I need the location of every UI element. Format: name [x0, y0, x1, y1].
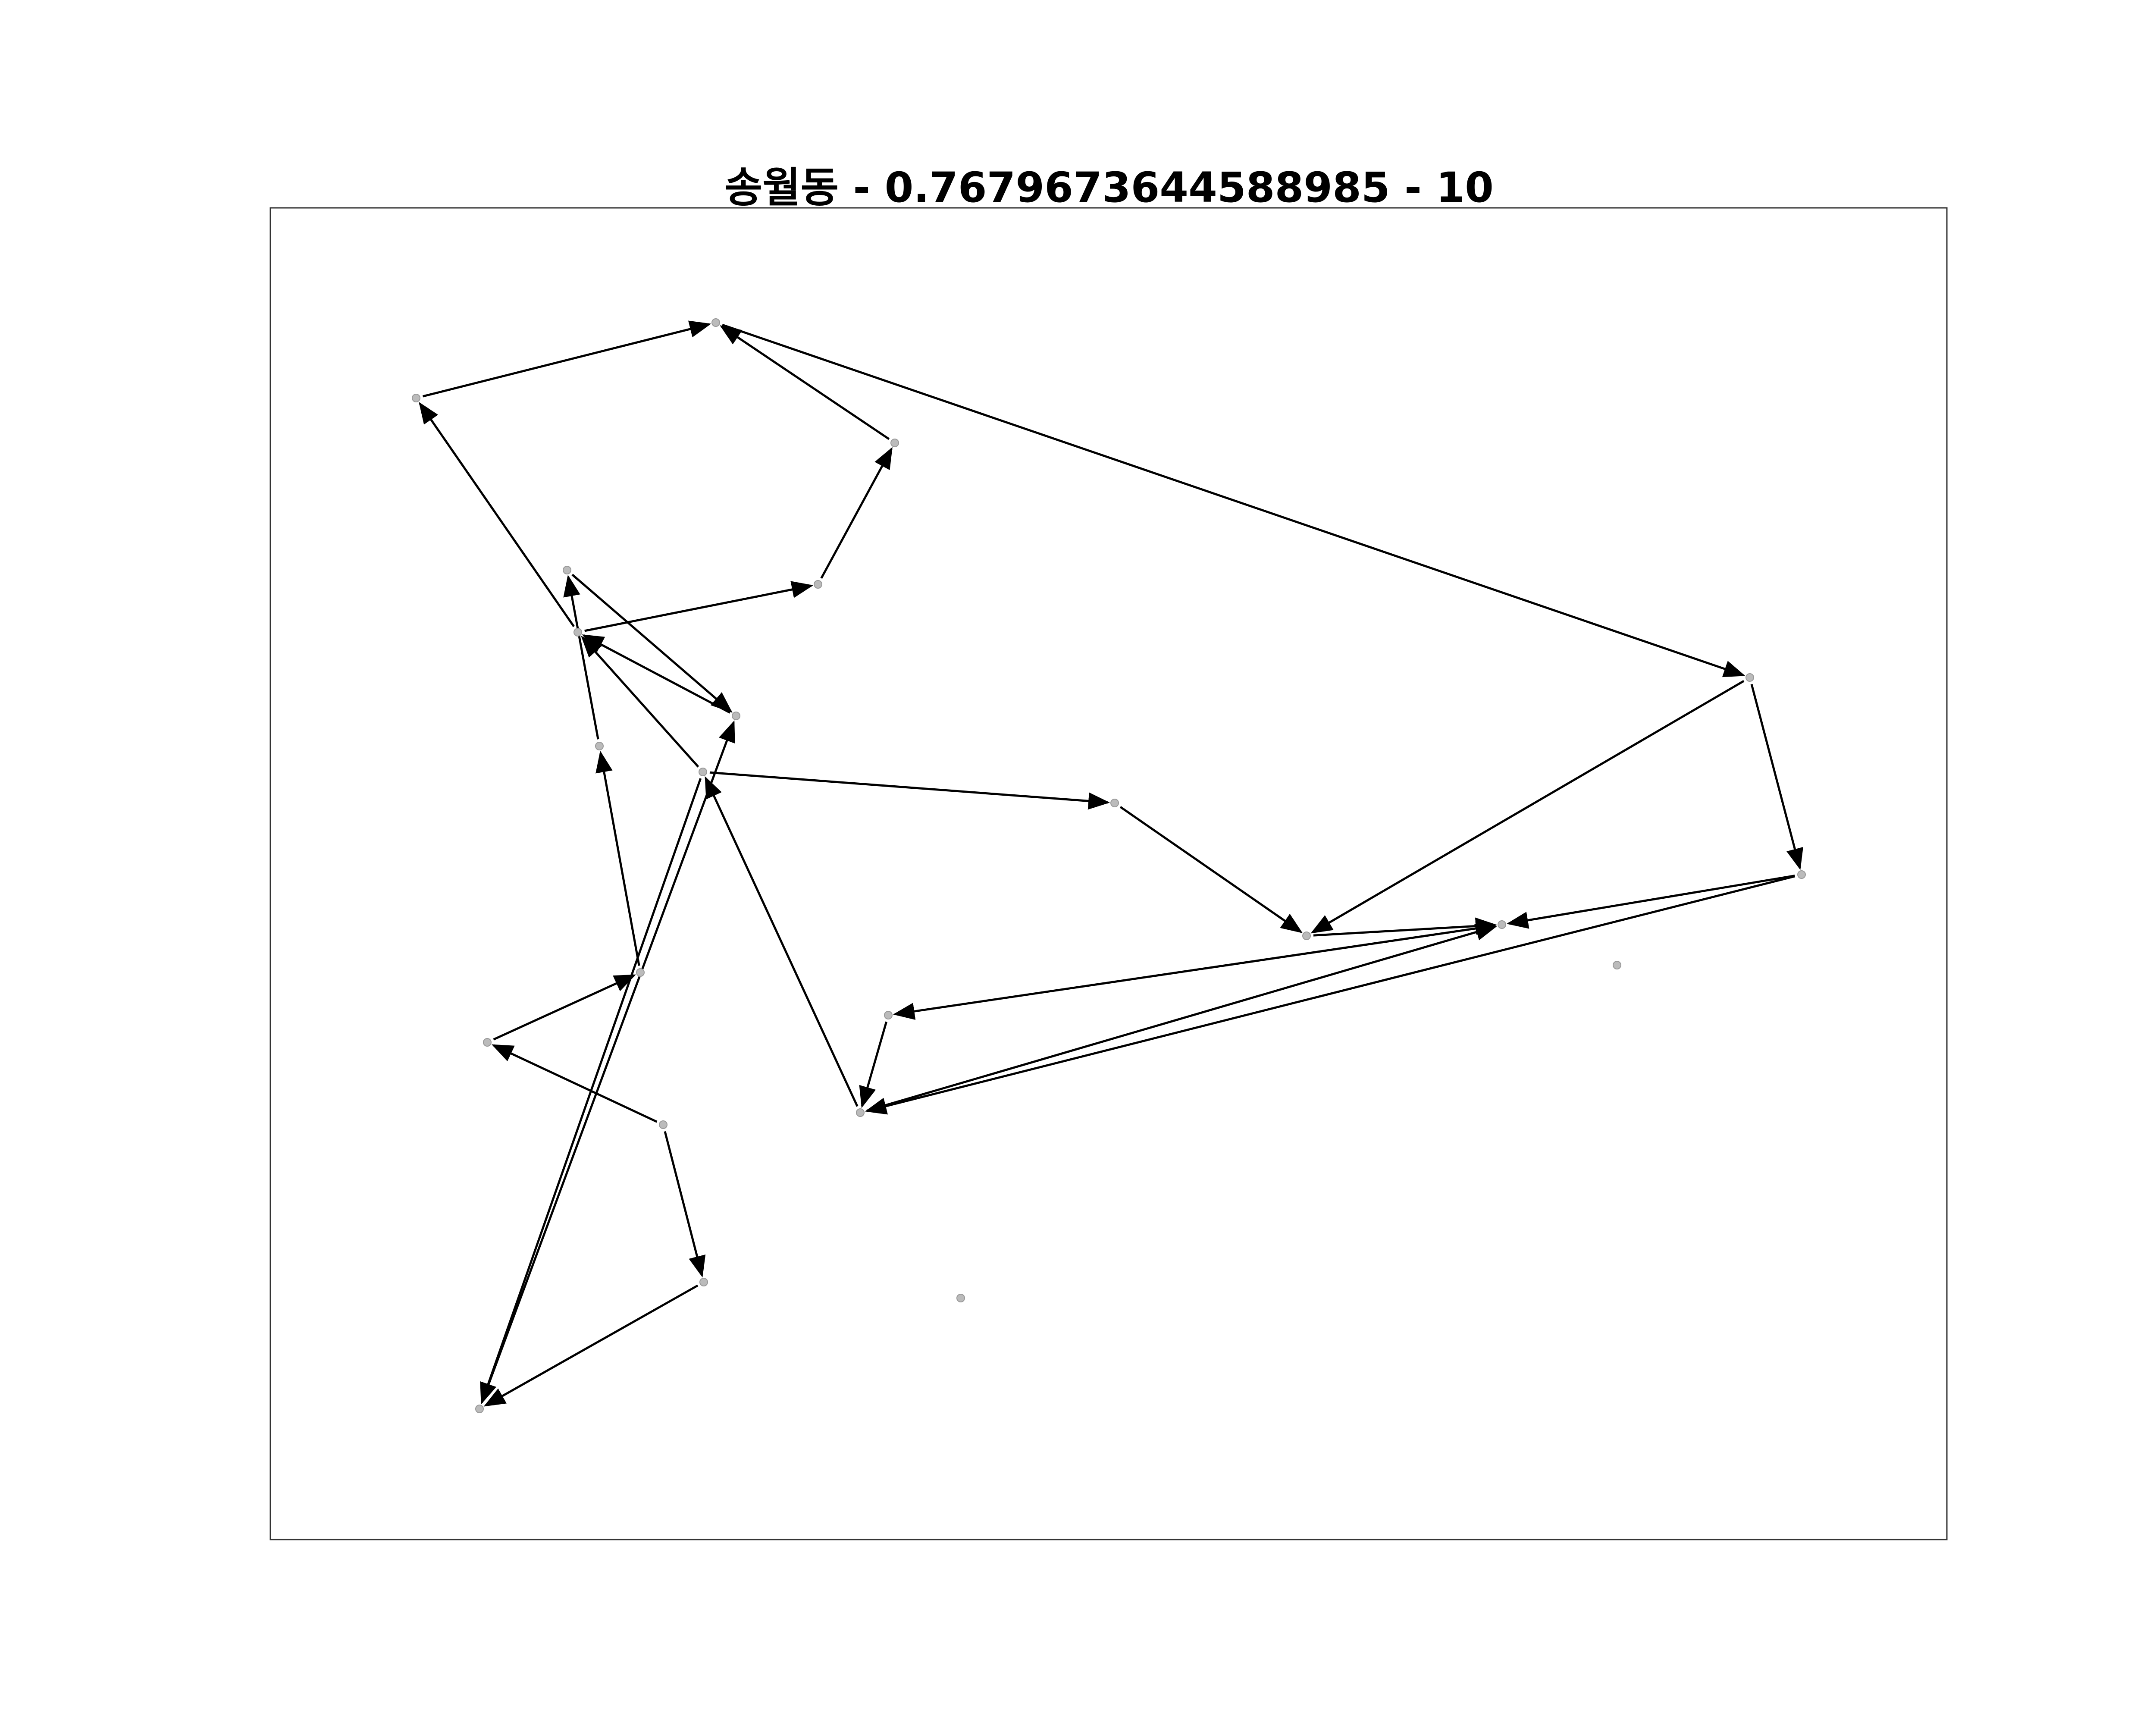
edge-n1-n2: [422, 320, 711, 398]
figure-title: 송월동 - 0.7679673644588985 - 10: [724, 163, 1494, 212]
edge-n2-n11: [722, 323, 1745, 677]
edge-n21-n20: [483, 1284, 699, 1407]
edge-n13-n14: [1506, 875, 1795, 929]
edge-n17-n14: [866, 923, 1498, 1112]
edges-layer: [419, 320, 1803, 1407]
edge-n19-n18: [493, 974, 636, 1041]
edge-n7-n6: [563, 574, 599, 740]
node-n2: [711, 318, 720, 327]
node-n15: [1613, 961, 1621, 969]
node-n17: [856, 1108, 865, 1117]
edge-n14-n16: [893, 924, 1495, 1020]
plot-frame: [270, 207, 1948, 1540]
edge-n11-n13: [1750, 684, 1803, 870]
node-n10: [1110, 799, 1119, 807]
node-n16: [884, 1011, 893, 1019]
node-n6: [563, 566, 571, 574]
edge-n13-n17: [865, 875, 1796, 1115]
edge-n9-n5: [581, 636, 699, 768]
node-n20: [475, 1405, 484, 1413]
edge-n5-n4: [584, 581, 814, 632]
node-n4: [814, 580, 822, 589]
node-n14: [1498, 920, 1506, 929]
edge-n22-n21: [664, 1131, 706, 1278]
edge-n22-n19: [491, 1044, 658, 1123]
edge-n20-n8: [481, 720, 735, 1403]
edge-n3-n2: [720, 325, 890, 440]
node-n23: [956, 1294, 965, 1302]
node-n8: [732, 712, 740, 720]
node-n7: [595, 742, 604, 750]
edge-n17-n9: [705, 776, 859, 1107]
node-n3: [890, 439, 899, 447]
edge-n9-n10: [709, 771, 1110, 810]
edge-n8-n5: [582, 634, 731, 714]
node-n13: [1797, 870, 1806, 879]
edge-n11-n12: [1310, 680, 1745, 934]
node-n12: [1302, 932, 1311, 940]
edge-n10-n12: [1119, 806, 1303, 933]
node-n22: [659, 1120, 667, 1129]
edge-n4-n3: [820, 447, 893, 579]
edge-n6-n8: [571, 574, 733, 713]
nodes-layer: [412, 318, 1806, 1413]
edge-n12-n14: [1313, 917, 1498, 937]
node-n1: [412, 394, 420, 402]
edge-n5-n1: [419, 402, 575, 627]
edge-n18-n7: [595, 750, 640, 966]
node-n21: [699, 1278, 708, 1286]
node-n5: [573, 628, 582, 637]
node-n18: [636, 968, 645, 977]
node-n11: [1745, 673, 1754, 682]
node-n19: [483, 1038, 492, 1047]
edge-n16-n17: [859, 1021, 887, 1108]
node-n9: [699, 768, 707, 776]
